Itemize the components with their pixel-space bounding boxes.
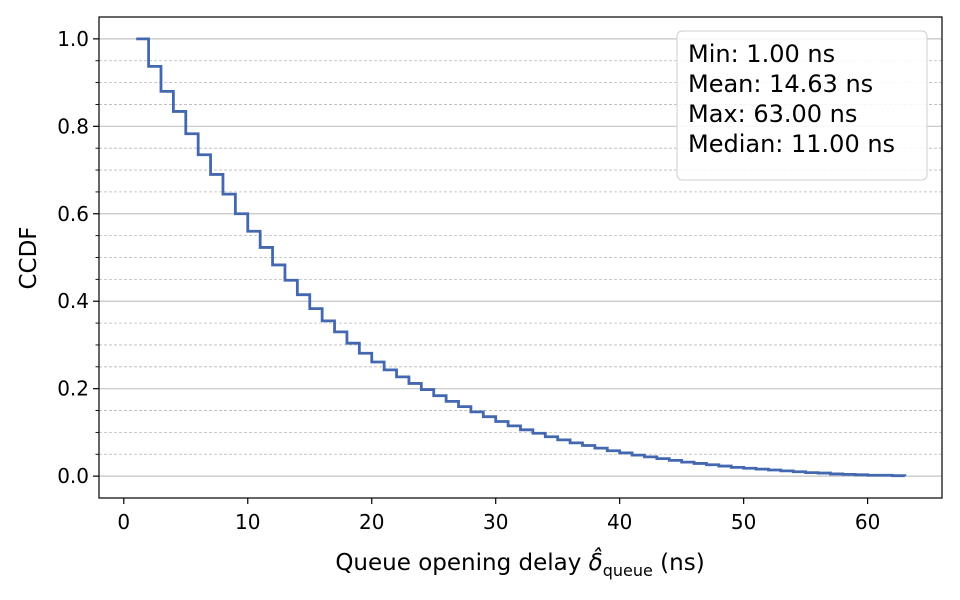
x-tick-label: 60 [855, 510, 880, 534]
y-tick-label: 0.8 [57, 114, 89, 138]
x-axis-title-subscript: queue [603, 561, 653, 580]
x-tick-label: 30 [483, 510, 508, 534]
tick-layer: 0.0 0.2 0.4 0.6 0.8 1.0 0 10 20 30 40 50 60 [57, 27, 880, 534]
x-tick-label: 10 [235, 510, 260, 534]
stat-max: Max: 63.00 ns [688, 100, 857, 128]
y-tick-label: 1.0 [57, 27, 89, 51]
x-tick-label: 40 [607, 510, 632, 534]
stat-min: Min: 1.00 ns [688, 40, 835, 68]
y-tick-label: 0.6 [57, 202, 89, 226]
x-tick-label: 50 [731, 510, 756, 534]
stats-box: Min: 1.00 ns Mean: 14.63 ns Max: 63.00 n… [676, 30, 928, 181]
x-axis-title-suffix: (ns) [653, 550, 705, 576]
ccdf-step-line [136, 37, 907, 478]
x-tick-label: 0 [117, 510, 130, 534]
y-tick-label: 0.0 [57, 464, 89, 488]
y-axis-title: CCDF [16, 226, 42, 289]
x-axis-title-symbol: δ̂ [589, 547, 603, 576]
x-axis-title: Queue opening delay δ̂queue (ns) [335, 547, 704, 580]
x-tick-label: 20 [359, 510, 384, 534]
stat-median: Median: 11.00 ns [688, 130, 895, 158]
stat-mean: Mean: 14.63 ns [688, 70, 873, 98]
plot-frame [98, 16, 943, 499]
stats-box-background [676, 30, 928, 181]
y-tick-label: 0.2 [57, 377, 89, 401]
x-axis-title-prefix: Queue opening delay [335, 550, 588, 576]
y-tick-label: 0.4 [57, 289, 89, 313]
series-layer [136, 37, 907, 478]
